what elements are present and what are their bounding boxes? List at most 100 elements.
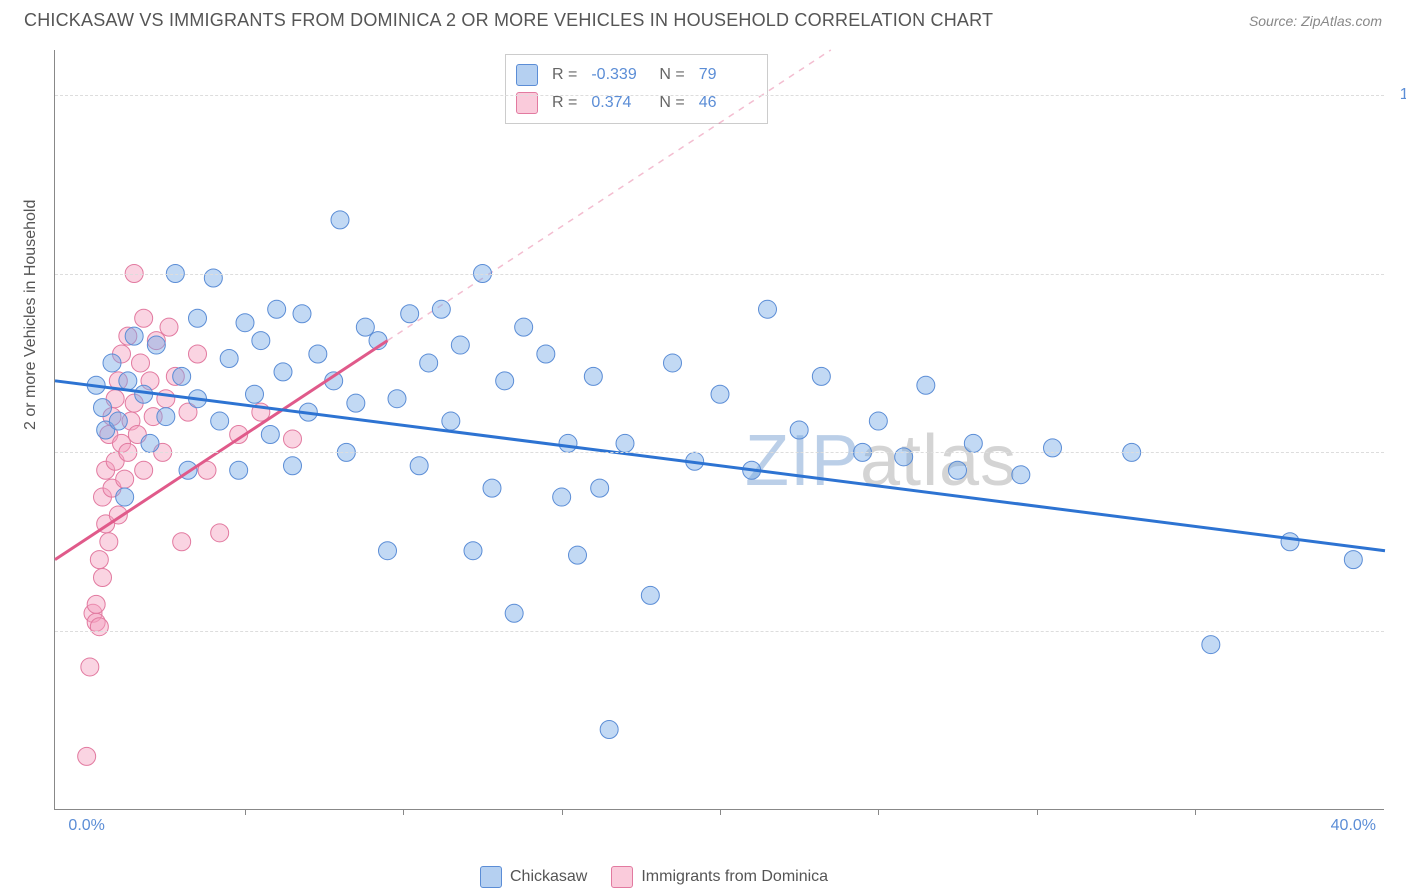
data-point-series1 xyxy=(664,354,682,372)
legend-item-series2: Immigrants from Dominica xyxy=(611,866,828,888)
data-point-series2 xyxy=(157,390,175,408)
data-point-series2 xyxy=(87,595,105,613)
data-point-series1 xyxy=(230,461,248,479)
data-point-series1 xyxy=(812,367,830,385)
data-point-series1 xyxy=(204,269,222,287)
data-point-series1 xyxy=(347,394,365,412)
data-point-series1 xyxy=(94,399,112,417)
x-tick-label: 0.0% xyxy=(68,817,104,835)
legend-label-series1: Chickasaw xyxy=(510,868,587,886)
data-point-series2 xyxy=(116,470,134,488)
data-point-series1 xyxy=(331,211,349,229)
x-tick xyxy=(1195,809,1196,815)
data-point-series2 xyxy=(132,354,150,372)
data-point-series1 xyxy=(869,412,887,430)
data-point-series1 xyxy=(537,345,555,363)
data-point-series1 xyxy=(1202,636,1220,654)
x-tick xyxy=(403,809,404,815)
data-point-series2 xyxy=(160,318,178,336)
data-point-series1 xyxy=(173,367,191,385)
data-point-series1 xyxy=(442,412,460,430)
data-point-series1 xyxy=(432,300,450,318)
x-tick xyxy=(1037,809,1038,815)
legend-label-series2: Immigrants from Dominica xyxy=(641,868,828,886)
data-point-series1 xyxy=(464,542,482,560)
data-point-series1 xyxy=(261,425,279,443)
x-tick xyxy=(562,809,563,815)
data-point-series1 xyxy=(616,434,634,452)
y-tick-label: 100.0% xyxy=(1400,86,1406,104)
data-point-series1 xyxy=(1281,533,1299,551)
data-point-series1 xyxy=(515,318,533,336)
data-point-series1 xyxy=(103,354,121,372)
data-point-series1 xyxy=(451,336,469,354)
data-point-series1 xyxy=(641,586,659,604)
data-point-series1 xyxy=(274,363,292,381)
data-point-series1 xyxy=(356,318,374,336)
gridline xyxy=(55,95,1384,96)
data-point-series1 xyxy=(1012,466,1030,484)
data-point-series2 xyxy=(78,747,96,765)
data-point-series2 xyxy=(90,618,108,636)
data-point-series1 xyxy=(246,385,264,403)
data-point-series1 xyxy=(125,327,143,345)
data-point-series1 xyxy=(895,448,913,466)
data-point-series1 xyxy=(116,488,134,506)
legend-swatch-series1-icon xyxy=(480,866,502,888)
data-point-series1 xyxy=(790,421,808,439)
x-tick xyxy=(878,809,879,815)
data-point-series1 xyxy=(584,367,602,385)
gridline xyxy=(55,631,1384,632)
chart-plot-area: ZIPatlas R = -0.339 N = 79 R = 0.374 N =… xyxy=(54,50,1384,810)
chart-title: CHICKASAW VS IMMIGRANTS FROM DOMINICA 2 … xyxy=(24,10,993,31)
data-point-series1 xyxy=(1044,439,1062,457)
x-tick xyxy=(720,809,721,815)
data-point-series1 xyxy=(119,372,137,390)
data-point-series2 xyxy=(189,345,207,363)
data-point-series1 xyxy=(600,721,618,739)
scatter-svg xyxy=(55,50,1384,809)
data-point-series1 xyxy=(309,345,327,363)
data-point-series2 xyxy=(100,533,118,551)
data-point-series2 xyxy=(173,533,191,551)
x-tick-label: 40.0% xyxy=(1331,817,1376,835)
data-point-series1 xyxy=(483,479,501,497)
data-point-series1 xyxy=(236,314,254,332)
data-point-series1 xyxy=(759,300,777,318)
data-point-series1 xyxy=(141,434,159,452)
trendline-series2-extrapolated xyxy=(388,50,831,341)
data-point-series2 xyxy=(135,461,153,479)
data-point-series1 xyxy=(220,349,238,367)
data-point-series2 xyxy=(90,551,108,569)
legend-item-series1: Chickasaw xyxy=(480,866,587,888)
data-point-series1 xyxy=(711,385,729,403)
data-point-series1 xyxy=(284,457,302,475)
data-point-series1 xyxy=(401,305,419,323)
y-axis-label: 2 or more Vehicles in Household xyxy=(22,200,40,430)
data-point-series1 xyxy=(268,300,286,318)
data-point-series1 xyxy=(949,461,967,479)
data-point-series1 xyxy=(964,434,982,452)
data-point-series1 xyxy=(569,546,587,564)
data-point-series2 xyxy=(211,524,229,542)
data-point-series1 xyxy=(189,309,207,327)
data-point-series1 xyxy=(157,408,175,426)
data-point-series1 xyxy=(1344,551,1362,569)
gridline xyxy=(55,452,1384,453)
data-point-series2 xyxy=(81,658,99,676)
trendline-series1 xyxy=(55,381,1385,551)
data-point-series2 xyxy=(135,309,153,327)
source-label: Source: ZipAtlas.com xyxy=(1249,13,1382,29)
data-point-series1 xyxy=(379,542,397,560)
gridline xyxy=(55,274,1384,275)
legend: Chickasaw Immigrants from Dominica xyxy=(480,866,828,888)
data-point-series1 xyxy=(553,488,571,506)
data-point-series1 xyxy=(420,354,438,372)
data-point-series1 xyxy=(388,390,406,408)
data-point-series1 xyxy=(109,412,127,430)
data-point-series1 xyxy=(410,457,428,475)
legend-swatch-series2-icon xyxy=(611,866,633,888)
data-point-series2 xyxy=(94,569,112,587)
data-point-series1 xyxy=(293,305,311,323)
x-tick xyxy=(245,809,246,815)
